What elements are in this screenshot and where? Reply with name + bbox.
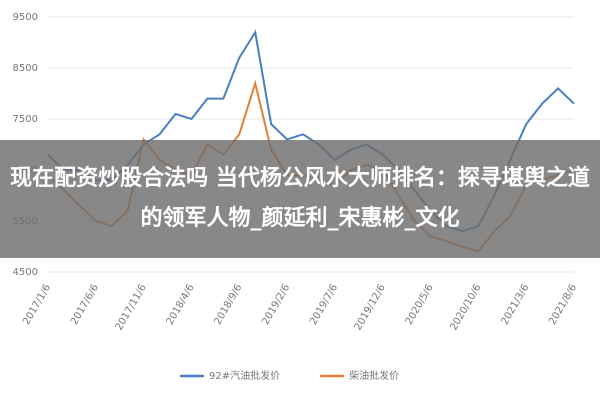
x-tick-label: 2018/9/6 xyxy=(212,283,244,327)
overlay-title: 现在配资炒股合法吗 当代杨公风水大师排名：探寻堪舆之道的领军人物_颜延利_宋惠彬… xyxy=(10,166,590,231)
x-tick-label: 2017/11/6 xyxy=(114,283,149,333)
overlay-banner: 现在配资炒股合法吗 当代杨公风水大师排名：探寻堪舆之道的领军人物_颜延利_宋惠彬… xyxy=(0,140,600,258)
x-tick-label: 2019/12/6 xyxy=(353,283,388,333)
x-tick-label: 2017/6/6 xyxy=(69,283,101,327)
y-tick-label: 8500 xyxy=(13,63,38,74)
y-tick-label: 9500 xyxy=(13,12,38,23)
x-tick-label: 2021/3/6 xyxy=(499,283,531,327)
x-tick-label: 2017/1/6 xyxy=(21,283,53,327)
x-tick-label: 2020/10/6 xyxy=(448,283,483,333)
x-tick-label: 2019/7/6 xyxy=(308,283,340,327)
x-tick-label: 2020/5/6 xyxy=(404,283,436,327)
x-tick-label: 2018/4/6 xyxy=(165,283,197,327)
y-tick-label: 7500 xyxy=(13,114,38,125)
y-tick-label: 4500 xyxy=(13,267,38,278)
legend-label: 柴油批发价 xyxy=(349,369,399,382)
legend-label: 92#汽油批发价 xyxy=(209,369,280,382)
x-tick-label: 2019/2/6 xyxy=(260,283,292,327)
x-tick-label: 2021/8/6 xyxy=(547,283,579,327)
